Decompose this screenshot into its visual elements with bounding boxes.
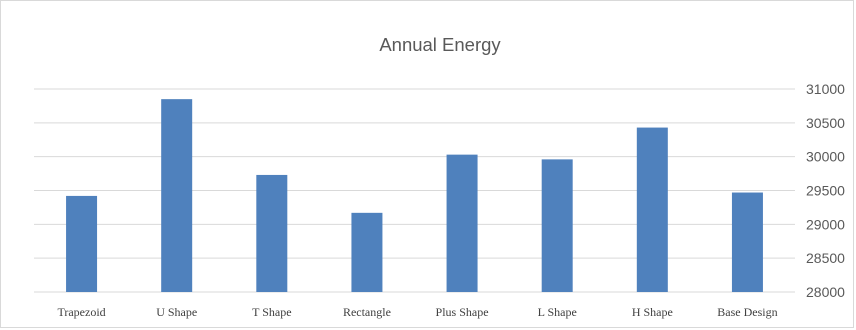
gridlines: [34, 88, 795, 293]
bar-u-shape: [161, 99, 193, 293]
x-tick-label: L Shape: [538, 305, 577, 319]
x-tick-label: U Shape: [156, 305, 197, 319]
x-tick-label: T Shape: [252, 305, 291, 319]
y-tick-label: 31000: [806, 81, 845, 97]
x-tick-label: Trapezoid: [57, 305, 105, 319]
bar-l-shape: [541, 159, 573, 292]
chart-title: Annual Energy: [379, 34, 501, 55]
x-tick-label: Plus Shape: [436, 305, 489, 319]
y-tick-label: 28000: [806, 284, 845, 300]
y-tick-label: 30500: [806, 115, 845, 131]
bar-h-shape: [636, 127, 668, 292]
y-axis-ticks: 28000 28500 29000 29500 30000 30500 31000: [806, 81, 845, 300]
bar-t-shape: [256, 174, 288, 292]
x-tick-label: Base Design: [717, 305, 777, 319]
x-tick-label: H Shape: [632, 305, 673, 319]
bar-plus-shape: [446, 154, 478, 292]
y-tick-label: 29000: [806, 216, 845, 232]
bar-base-design: [731, 192, 763, 292]
y-tick-label: 30000: [806, 149, 845, 165]
y-tick-label: 28500: [806, 250, 845, 266]
x-axis-ticks: Trapezoid U Shape T Shape Rectangle Plus Sha…: [57, 305, 777, 319]
y-tick-label: 29500: [806, 183, 845, 199]
x-tick-label: Rectangle: [343, 305, 391, 319]
bar-rectangle: [351, 212, 383, 292]
bars: [66, 99, 763, 293]
bar-trapezoid: [66, 195, 98, 292]
